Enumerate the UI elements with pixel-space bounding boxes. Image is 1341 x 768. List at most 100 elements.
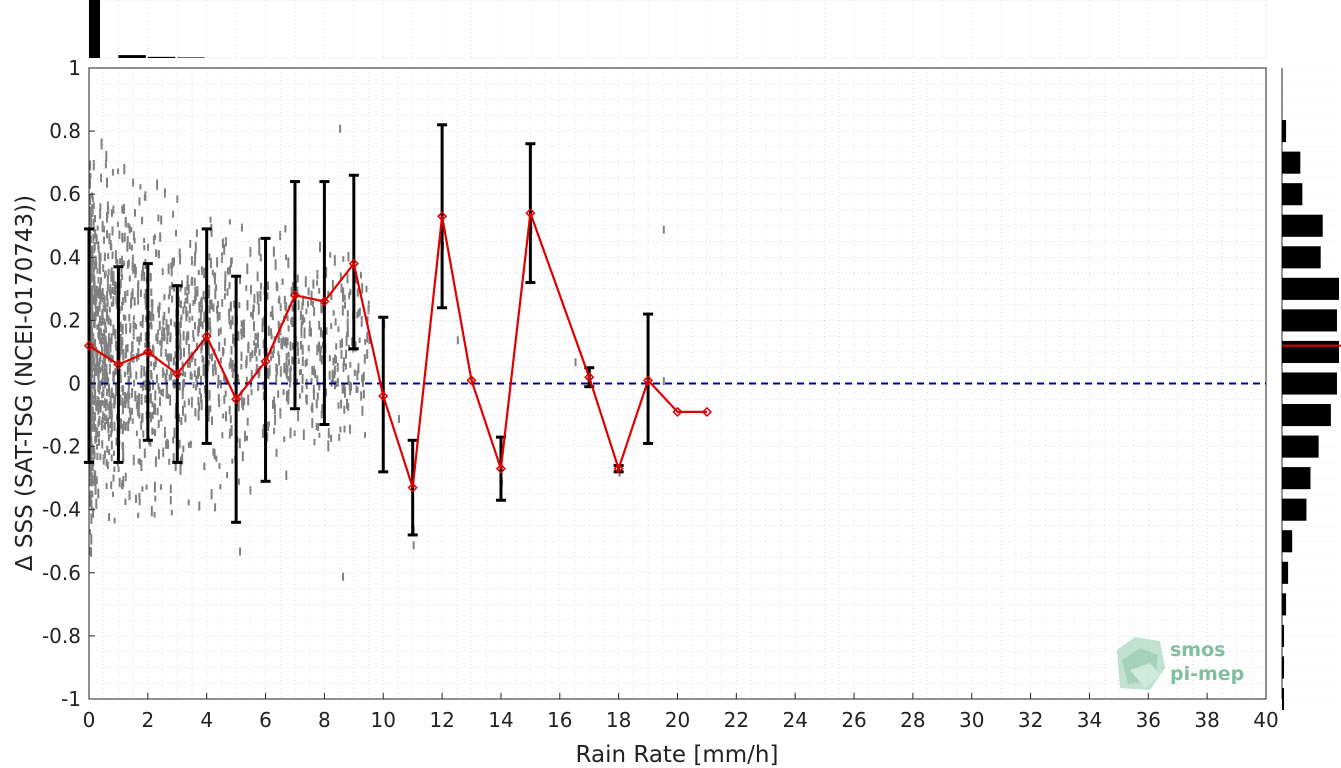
scatter-point (271, 305, 274, 316)
scatter-point (113, 517, 116, 524)
scatter-point (208, 253, 211, 261)
scatter-point (283, 436, 286, 443)
series-marker (466, 375, 477, 386)
scatter-point (237, 331, 240, 341)
scatter-point (94, 484, 97, 495)
scatter-point (262, 429, 264, 438)
scatter-point (275, 448, 278, 457)
top-histogram-bar (118, 55, 146, 58)
scatter-point (303, 332, 306, 339)
logo-line-1: smos (1170, 639, 1225, 661)
scatter-point (237, 397, 240, 408)
scatter-point (154, 429, 157, 437)
scatter-point (101, 349, 104, 355)
scatter-point (160, 337, 163, 348)
y-tick-label: -0.8 (42, 624, 81, 648)
scatter-point (339, 272, 342, 281)
scatter-point (97, 488, 100, 499)
scatter-point (216, 311, 219, 322)
scatter-point (90, 547, 93, 557)
scatter-point (331, 279, 334, 290)
scatter-point (112, 296, 115, 307)
scatter-point (184, 297, 187, 303)
scatter-point (308, 327, 311, 336)
scatter-point (260, 282, 263, 290)
scatter-point (103, 401, 106, 408)
scatter-point (216, 305, 218, 314)
scatter-point (137, 404, 140, 412)
scatter-point (114, 328, 117, 340)
scatter-point (132, 178, 135, 187)
scatter-point (99, 315, 101, 325)
scatter-point (89, 173, 92, 179)
scatter-point (249, 351, 252, 362)
scatter-point (143, 448, 146, 459)
series-marker (495, 463, 507, 474)
scatter-point (228, 362, 231, 369)
scatter-point (97, 364, 100, 370)
scatter-point (329, 252, 332, 258)
scatter-point (231, 315, 234, 325)
scatter-point (97, 308, 99, 317)
scatter-point (161, 331, 164, 342)
scatter-point (92, 294, 95, 304)
scatter-point (93, 374, 96, 385)
scatter-point (102, 297, 105, 306)
scatter-point (124, 392, 126, 399)
scatter-point (273, 428, 276, 435)
scatter-point (120, 268, 123, 277)
scatter-point (105, 399, 108, 406)
scatter-point (176, 195, 179, 203)
scatter-point (342, 572, 345, 581)
scatter-point (165, 368, 168, 376)
series-marker (172, 368, 183, 380)
scatter-point (339, 124, 342, 133)
series-marker (643, 375, 654, 386)
scatter-point (106, 308, 109, 319)
scatter-point (198, 402, 201, 411)
scatter-point (136, 395, 139, 405)
scatter-point (290, 287, 293, 298)
right-histogram-bar (1282, 340, 1339, 363)
scatter-point (111, 169, 114, 176)
scatter-point (98, 252, 101, 261)
scatter-point (124, 498, 127, 505)
scatter-point (166, 336, 169, 345)
scatter-point (141, 382, 144, 391)
scatter-point (188, 316, 191, 323)
scatter-point (98, 338, 101, 344)
scatter-point (104, 398, 107, 404)
scatter-point (284, 304, 287, 311)
scatter-point (208, 284, 211, 296)
series-marker (201, 331, 212, 342)
scatter-point (316, 375, 319, 386)
scatter-point (90, 407, 93, 417)
scatter-point (99, 203, 102, 212)
scatter-point (99, 366, 102, 374)
scatter-point (315, 399, 318, 409)
scatter-point (310, 405, 313, 411)
scatter-point (99, 328, 102, 336)
scatter-point (122, 349, 125, 360)
scatter-point (177, 321, 180, 333)
scatter-point (328, 370, 331, 380)
scatter-point (286, 315, 289, 322)
right-histogram-bar (1282, 435, 1319, 458)
scatter-point (119, 394, 122, 406)
scatter-point (254, 344, 257, 352)
scatter-point (98, 418, 100, 425)
scatter-point (296, 274, 299, 283)
scatter-point (104, 160, 107, 169)
scatter-point (244, 430, 246, 442)
scatter-point (90, 372, 93, 384)
scatter-point (152, 314, 155, 322)
scatter-point (662, 377, 665, 386)
scatter-point (150, 413, 153, 423)
scatter-point (277, 350, 280, 356)
scatter-point (119, 352, 122, 358)
scatter-point (107, 252, 110, 260)
scatter-point (166, 438, 169, 449)
scatter-point (91, 381, 94, 389)
scatter-point (114, 250, 117, 260)
scatter-point (347, 252, 350, 262)
